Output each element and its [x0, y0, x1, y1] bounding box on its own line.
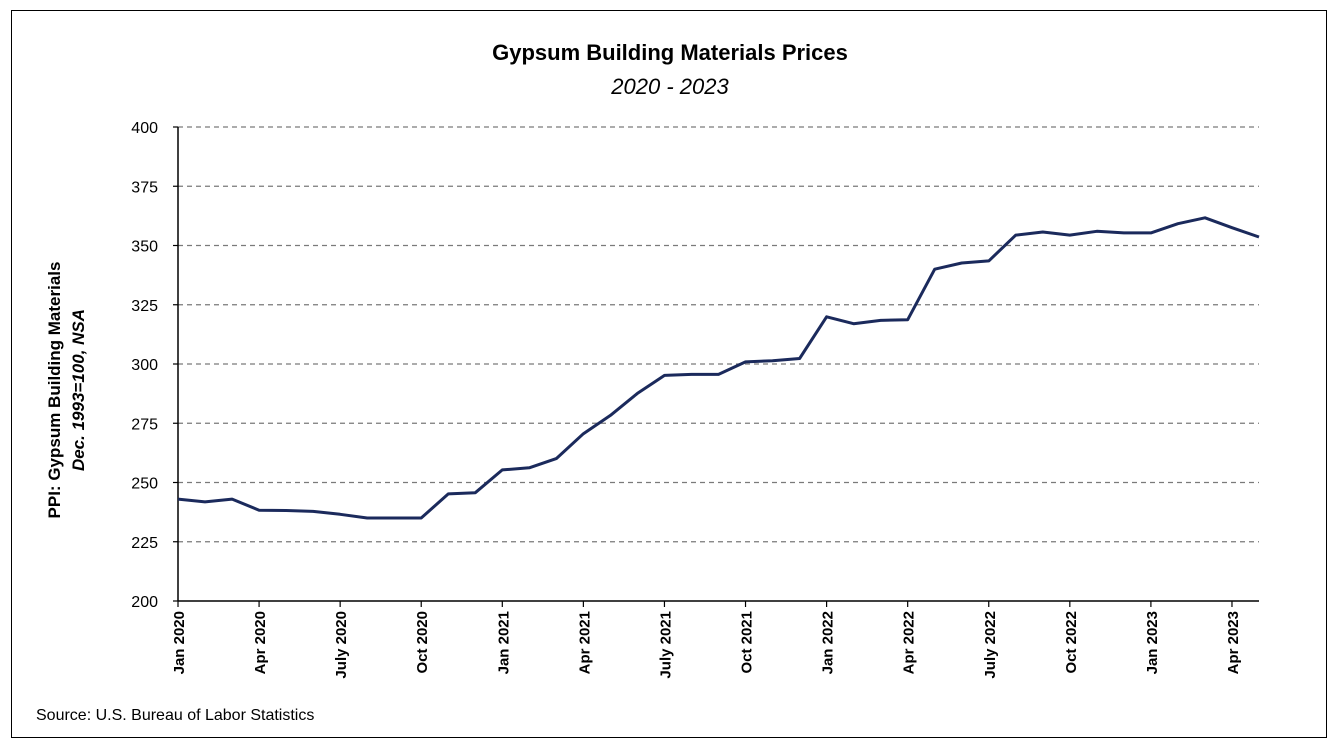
- gridlines: [178, 126, 1259, 543]
- y-tick-label: 375: [131, 179, 158, 196]
- x-tick-label: Oct 2020: [414, 611, 431, 674]
- x-tick-label: Apr 2023: [1225, 611, 1242, 674]
- chart-subtitle: 2020 - 2023: [611, 74, 729, 99]
- series-line-0: [177, 216, 1260, 520]
- y-axis-label-line1: PPI: Gypsum Building Materials: [45, 262, 64, 519]
- x-tick-label: July 2022: [982, 611, 999, 679]
- y-axis: 200 225 250 275 300 325 350 375 400: [131, 120, 179, 611]
- source-note: Source: U.S. Bureau of Labor Statistics: [36, 707, 315, 724]
- x-tick-label: Apr 2022: [901, 611, 918, 674]
- y-tick-label: 300: [131, 357, 158, 374]
- x-tick-label: Apr 2020: [252, 611, 269, 674]
- series-layer: [177, 216, 1260, 520]
- y-tick-label: 250: [131, 476, 158, 493]
- x-tick-label: July 2021: [657, 611, 674, 679]
- y-axis-label-line2: Dec. 1993=100, NSA: [69, 309, 88, 471]
- x-tick-label: Jan 2022: [820, 611, 837, 674]
- x-tick-label: July 2020: [333, 611, 350, 679]
- y-tick-label: 225: [131, 535, 158, 552]
- y-tick-label: 350: [131, 239, 158, 256]
- y-tick-label: 325: [131, 298, 158, 315]
- chart-title: Gypsum Building Materials Prices: [492, 40, 848, 65]
- y-tick-label: 200: [131, 594, 158, 611]
- x-tick-label: Jan 2021: [495, 611, 512, 674]
- x-tick-label: Oct 2021: [739, 611, 756, 674]
- y-tick-label: 400: [131, 120, 158, 137]
- x-tick-label: Oct 2022: [1063, 611, 1080, 674]
- x-tick-label: Apr 2021: [576, 611, 593, 674]
- y-tick-label: 275: [131, 416, 158, 433]
- x-axis: Jan 2020 Apr 2020 July 2020 Oct 2020 Jan 202…: [171, 600, 1259, 679]
- x-tick-label: Jan 2023: [1144, 611, 1161, 674]
- x-tick-label: Jan 2020: [171, 611, 188, 674]
